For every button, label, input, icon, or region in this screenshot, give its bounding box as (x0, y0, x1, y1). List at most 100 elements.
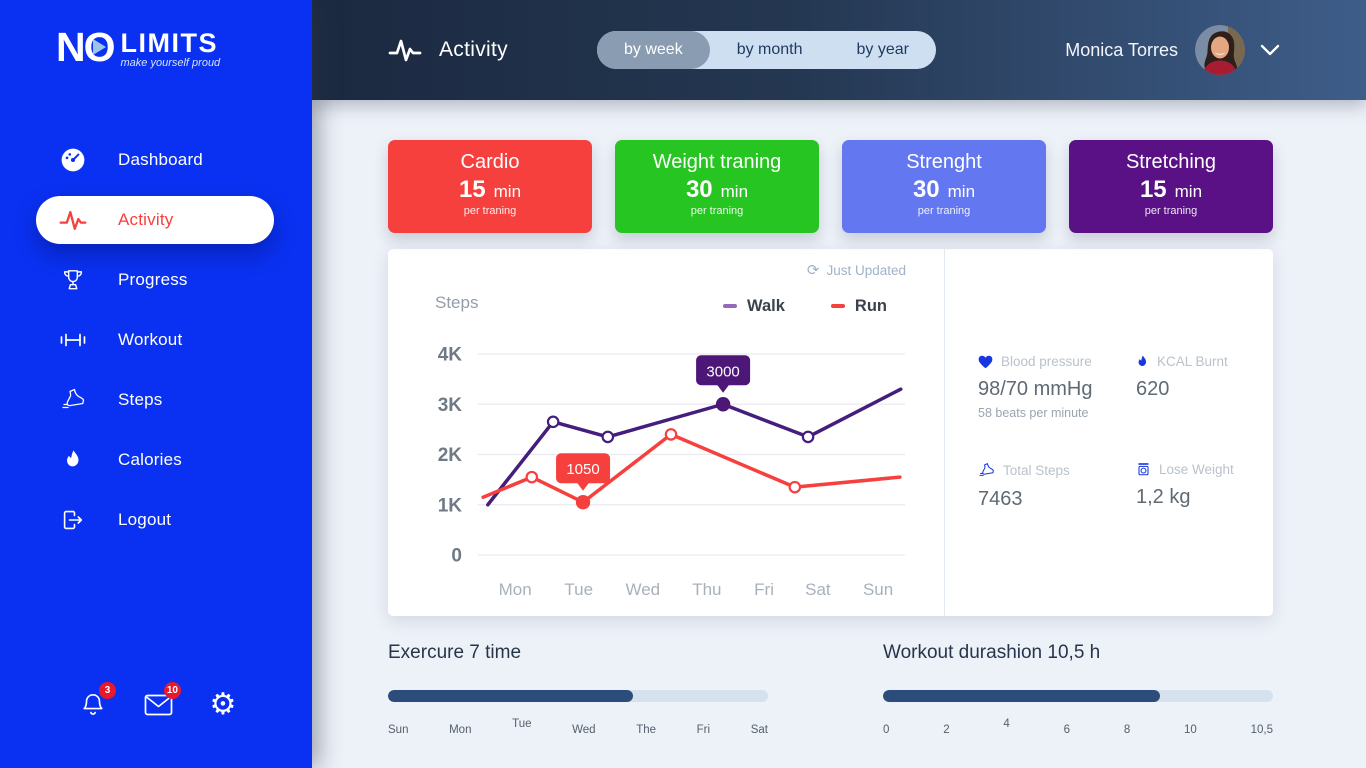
progress-tick: 10 (1184, 724, 1197, 736)
svg-text:1050: 1050 (566, 461, 599, 478)
activity-icon (56, 208, 90, 232)
progress-tick: 0 (883, 724, 890, 736)
sidebar-item-label: Steps (118, 390, 163, 409)
workout-duration-progress: Workout durashion 10,5 h 0 2 4 6 8 10 10… (883, 642, 1273, 736)
progress-tick: 6 (1063, 724, 1071, 736)
logo-no: N O (56, 24, 116, 70)
card-unit: min (1174, 182, 1203, 201)
progress-title: Exercure 7 time (388, 642, 522, 663)
progress-tick: 4 (1003, 718, 1010, 730)
tab-by-year[interactable]: by year (856, 41, 909, 58)
progress-tick: Wed (572, 724, 596, 736)
messages-badge: 10 (163, 682, 181, 699)
chart-title: Steps (435, 293, 479, 312)
card-stretching[interactable]: Stretching 15 min per traning (1069, 140, 1273, 233)
notifications-button[interactable]: 3 (78, 682, 116, 722)
gear-icon: ⚙ (209, 688, 237, 721)
topbar: Activity by week by month by year Monica… (312, 0, 1366, 100)
logout-icon (56, 508, 90, 532)
sidebar-item-workout[interactable]: Workout (0, 316, 312, 364)
flame-icon (1138, 355, 1147, 366)
updated-label: Just Updated (826, 262, 906, 278)
user-name: Monica Torres (1065, 39, 1178, 60)
card-title: Weight traning (652, 151, 782, 173)
logo-letter-n: N (56, 24, 86, 70)
svg-text:Wed: Wed (625, 580, 660, 599)
sidebar-item-label: Progress (118, 270, 188, 289)
chevron-down-icon (1260, 44, 1280, 56)
card-unit: min (720, 182, 749, 201)
svg-text:Sun: Sun (863, 580, 893, 599)
card-title: Strenght (906, 151, 982, 173)
shoe-icon (56, 387, 90, 413)
sidebar-item-label: Logout (118, 510, 172, 529)
svg-text:0: 0 (451, 546, 462, 567)
progress-labels: 0 2 4 6 8 10 10,5 (883, 718, 1273, 736)
progress-section: Exercure 7 time Sun Mon Tue Wed The Fri … (388, 642, 1273, 736)
logo: N O LIMITS make yourself proud (0, 0, 312, 69)
sidebar-item-steps[interactable]: Steps (0, 376, 312, 424)
settings-button[interactable]: ⚙ (208, 688, 238, 722)
progress-tick: Tue (512, 718, 532, 730)
sidebar-item-activity[interactable]: Activity (36, 196, 274, 244)
card-weight-traning[interactable]: Weight traning 30 min per traning (615, 140, 819, 233)
sidebar-nav: Dashboard Activity Progress Workout (0, 136, 312, 556)
progress-tick: Fri (696, 724, 711, 736)
sidebar-item-dashboard[interactable]: Dashboard (0, 136, 312, 184)
legend-run[interactable]: Run (830, 296, 887, 316)
logo-limits: LIMITS (120, 28, 219, 58)
logo-letter-o: O (83, 24, 116, 70)
play-icon (92, 39, 106, 55)
tab-by-month[interactable]: by month (736, 41, 803, 58)
exercise-progress: Exercure 7 time Sun Mon Tue Wed The Fri … (388, 642, 768, 736)
svg-text:Sat: Sat (805, 580, 831, 599)
progress-labels: Sun Mon Tue Wed The Fri Sat (388, 718, 768, 736)
legend-walk[interactable]: Walk (723, 297, 785, 316)
stat-value: 1,2 kg (1136, 486, 1191, 508)
progress-tick: Sat (750, 724, 768, 736)
run-dash-icon (830, 304, 845, 308)
exercise-progress-bar[interactable] (388, 690, 768, 702)
chart-legend: Walk Run (723, 297, 887, 316)
logo-tagline: make yourself proud (120, 56, 221, 69)
sidebar-item-calories[interactable]: Calories (0, 436, 312, 484)
avatar (1195, 25, 1245, 75)
svg-text:Thu: Thu (692, 580, 721, 599)
legend-label: Run (854, 296, 887, 315)
card-unit: min (493, 182, 522, 201)
sidebar-item-progress[interactable]: Progress (0, 256, 312, 304)
card-cardio[interactable]: Cardio 15 min per traning (388, 140, 592, 233)
card-subtitle: per traning (690, 205, 744, 217)
tab-by-week[interactable]: by week (597, 31, 710, 69)
sidebar: N O LIMITS make yourself proud Dashboard… (0, 0, 312, 768)
stat-label: Total Steps (1003, 463, 1070, 478)
svg-text:Mon: Mon (499, 580, 532, 599)
card-value: 15 (1139, 176, 1167, 203)
bell-icon (83, 693, 103, 715)
progress-title: Workout durashion 10,5 h (883, 642, 1101, 663)
user-menu[interactable]: Monica Torres (1065, 0, 1280, 100)
sidebar-item-logout[interactable]: Logout (0, 496, 312, 544)
steps-chart[interactable]: 4K 3K 2K 1K 0 Mon Tue Wed Thu Fri Sat Sun 3000 1050 (398, 331, 935, 606)
sidebar-item-label: Workout (118, 330, 183, 349)
sidebar-item-label: Activity (118, 210, 174, 229)
stat-label: Blood pressure (1001, 354, 1092, 369)
card-title: Cardio (460, 151, 520, 173)
messages-button[interactable]: 10 (143, 682, 181, 722)
workout-progress-bar[interactable] (883, 690, 1273, 702)
sidebar-item-label: Calories (118, 450, 182, 469)
card-subtitle: per traning (463, 205, 517, 217)
activity-header-icon (388, 39, 422, 62)
flame-icon (56, 448, 90, 472)
progress-tick: 8 (1123, 724, 1131, 736)
progress-tick: The (636, 724, 657, 736)
svg-text:2K: 2K (438, 445, 463, 466)
refresh-button[interactable]: ⟳ Just Updated (807, 261, 906, 279)
card-strenght[interactable]: Strenght 30 min per traning (842, 140, 1046, 233)
scale-icon (1138, 463, 1149, 476)
progress-tick: 10,5 (1250, 724, 1273, 736)
progress-fill (883, 690, 1160, 702)
progress-tick: Mon (449, 724, 472, 736)
mail-icon (144, 694, 172, 716)
